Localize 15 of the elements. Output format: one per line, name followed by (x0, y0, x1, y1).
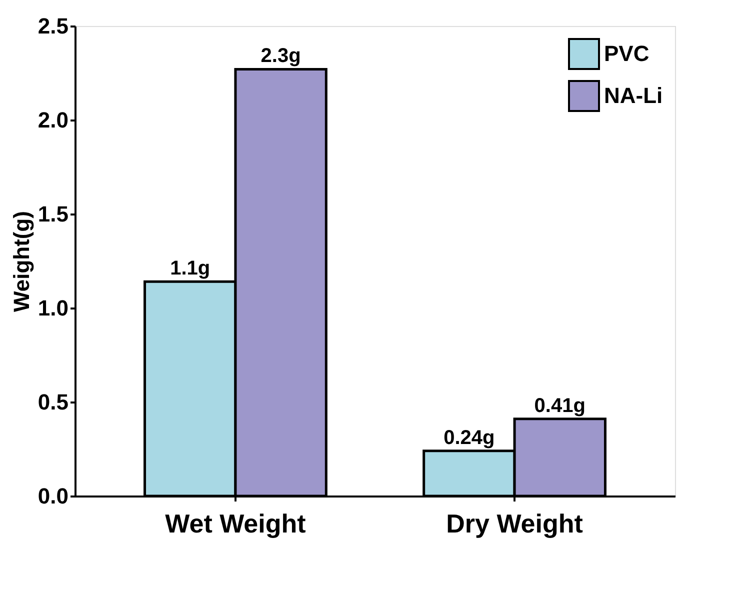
y-tick-label: 2.0 (38, 108, 68, 132)
data-label: 0.24g (444, 426, 495, 449)
y-tick-label: 0.0 (38, 484, 68, 508)
y-axis-title: Weight(g) (8, 210, 34, 312)
y-tick-label: 2.5 (38, 14, 68, 38)
x-tick-label: Dry Weight (446, 508, 584, 538)
data-label: 0.41g (534, 394, 586, 417)
data-label: 2.3g (260, 45, 301, 68)
x-tick-label: Wet Weight (165, 508, 306, 538)
legend-label: PVC (604, 41, 650, 66)
data-label: 1.1g (170, 258, 210, 280)
y-tick-label: 1.0 (38, 296, 68, 320)
y-tick-label: 0.5 (38, 390, 68, 414)
legend-label: NA-Li (604, 83, 663, 108)
y-tick-label: 1.5 (38, 202, 68, 226)
